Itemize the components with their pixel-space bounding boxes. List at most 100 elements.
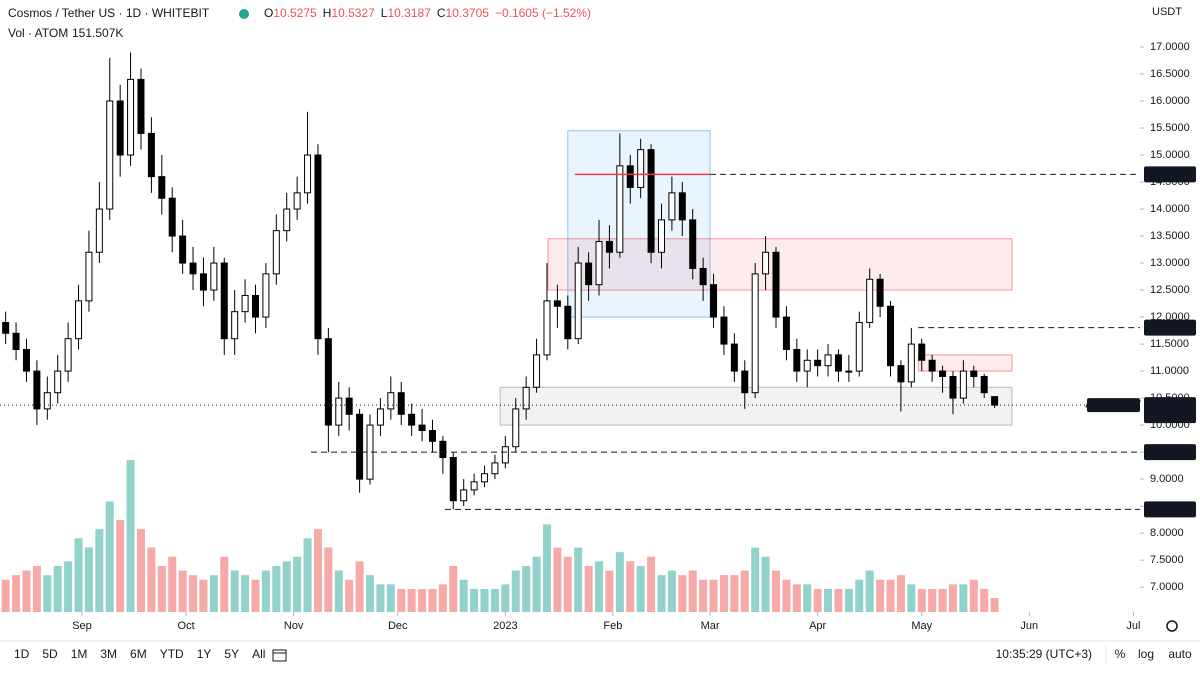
range-button[interactable]: 5D — [42, 647, 58, 661]
candle-body — [397, 392, 405, 415]
volume-bar — [709, 579, 718, 612]
candle-body — [616, 165, 624, 253]
symbol-box — [1087, 398, 1140, 413]
plot-area — [0, 52, 1140, 612]
scale-option[interactable]: % — [1115, 647, 1126, 661]
candle-body — [418, 424, 426, 432]
x-tick-label: 2023 — [493, 620, 517, 632]
candle-body — [928, 359, 936, 372]
candle-body — [574, 262, 582, 340]
scale-option[interactable]: log — [1138, 647, 1154, 661]
candle-body — [720, 316, 728, 345]
volume-bar — [470, 588, 479, 612]
y-tick-label: 15.0000 — [1150, 149, 1190, 161]
scale-option[interactable]: auto — [1168, 647, 1192, 661]
ohlc-key: O — [264, 6, 273, 20]
volume-bar — [771, 570, 780, 612]
y-tick-label: 14.0000 — [1150, 203, 1190, 215]
candle-body — [626, 165, 634, 188]
candle-body — [481, 473, 489, 483]
candle-body — [43, 392, 51, 410]
candle-body — [439, 440, 447, 459]
candle-body — [428, 430, 436, 442]
candle-body — [387, 392, 395, 410]
candle-body — [887, 305, 895, 367]
volume-bar — [678, 575, 687, 612]
volume-bar — [64, 561, 73, 612]
range-button[interactable]: 5Y — [224, 647, 239, 661]
candle-body — [33, 370, 41, 410]
volume-bar — [438, 584, 447, 612]
volume-bar — [657, 575, 666, 612]
ohlc-value: 10.5275 — [273, 6, 317, 20]
ohlc-legend: O10.5275 H10.5327 L10.3187 C10.3705 −0.1605 … — [264, 6, 591, 20]
y-tick-label: 11.5000 — [1150, 338, 1189, 350]
candle-body — [939, 370, 947, 377]
x-tick-label: Mar — [701, 620, 720, 632]
volume-bar — [626, 561, 635, 612]
candle-body — [710, 284, 718, 318]
volume-bar — [220, 556, 229, 612]
range-button[interactable]: 3M — [100, 647, 117, 661]
volume-bar — [366, 575, 375, 612]
level-label: 14.6418 — [1150, 168, 1190, 180]
volume-title: Vol · ATOM — [8, 26, 68, 40]
volume-bar — [272, 565, 281, 612]
y-tick-label: 8.0000 — [1150, 527, 1184, 539]
candle-body — [793, 348, 801, 372]
range-button[interactable]: 1Y — [197, 647, 212, 661]
ohlc-key: L — [381, 6, 388, 20]
calendar-icon[interactable] — [272, 649, 287, 662]
candle-body — [741, 370, 749, 394]
range-button[interactable]: All — [252, 647, 265, 661]
candle-body — [95, 208, 103, 253]
candle-body — [168, 197, 176, 237]
ohlc-key: H — [323, 6, 332, 20]
candle-body — [605, 240, 613, 253]
candle-body — [585, 262, 593, 286]
candle-body — [75, 300, 83, 340]
range-button[interactable]: 6M — [130, 647, 147, 661]
candle-body — [730, 343, 738, 372]
settings-icon[interactable] — [1166, 620, 1178, 632]
volume-bar — [865, 570, 874, 612]
candle-body — [241, 294, 249, 313]
candle-body — [460, 489, 468, 502]
axes: 7.00007.50008.00008.50009.00009.500010.0… — [72, 41, 1196, 632]
volume-bar — [636, 565, 645, 612]
candle-body — [251, 294, 259, 318]
candle-body — [689, 219, 697, 269]
volume-bar — [428, 588, 437, 612]
range-button[interactable]: 1D — [14, 647, 30, 661]
candle-body — [699, 267, 707, 286]
candle-body — [834, 354, 842, 372]
y-tick-label: 9.0000 — [1150, 473, 1184, 485]
volume-bar — [168, 556, 177, 612]
candle-body — [762, 251, 770, 275]
candle-body — [314, 154, 322, 340]
volume-bar — [719, 575, 728, 612]
x-tick-label: Apr — [809, 620, 826, 632]
volume-value: 151.507K — [72, 26, 123, 40]
y-tick-label: 17.0000 — [1150, 41, 1190, 53]
candle-body — [855, 321, 863, 372]
volume-bar — [813, 588, 822, 612]
range-button[interactable]: 1M — [71, 647, 88, 661]
volume-bar — [803, 584, 812, 612]
candle-body — [304, 154, 312, 194]
volume-bar — [761, 556, 770, 612]
range-button[interactable]: YTD — [160, 647, 184, 661]
x-tick-label: Jul — [1126, 620, 1140, 632]
last-price-box — [1144, 397, 1196, 424]
volume-bar — [53, 565, 62, 612]
volume-bar — [688, 570, 697, 612]
countdown: 16:24:31 — [1151, 412, 1190, 423]
volume-bar — [12, 575, 21, 612]
volume-bar — [199, 579, 208, 612]
candle-body — [189, 262, 197, 275]
level-label: 11.8041 — [1150, 322, 1189, 334]
volume-bar — [959, 584, 968, 612]
candle-body — [678, 192, 686, 221]
volume-bar — [699, 579, 708, 612]
